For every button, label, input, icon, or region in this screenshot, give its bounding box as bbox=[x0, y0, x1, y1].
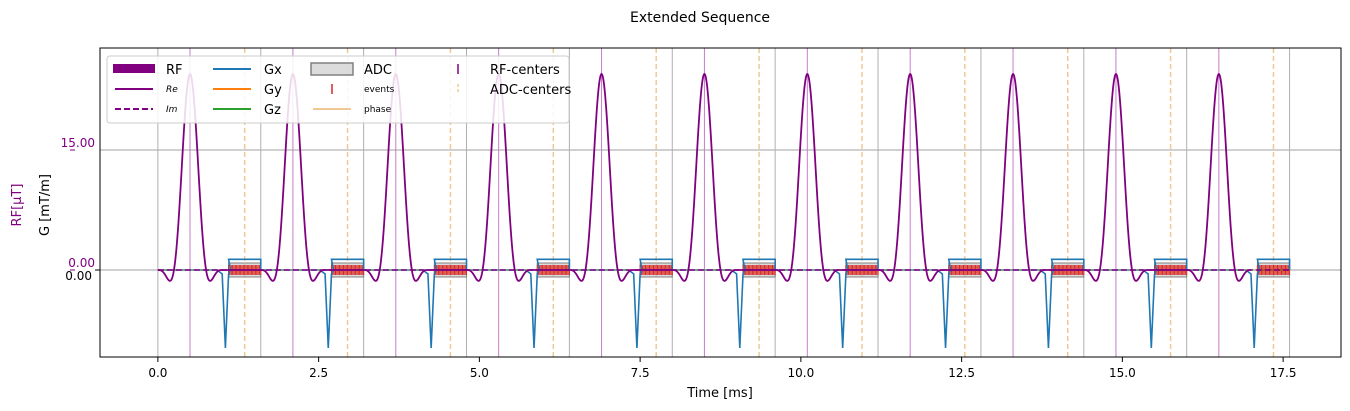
legend-label: Re bbox=[166, 85, 178, 95]
x-tick-label: 2.5 bbox=[309, 366, 328, 380]
legend-swatch bbox=[113, 64, 155, 73]
g-tick-label: 0.00 bbox=[65, 269, 92, 283]
legend-entry: RF bbox=[113, 63, 183, 78]
rf-axis-label: RF[μT] bbox=[10, 184, 25, 227]
legend-entry: RF-centers bbox=[457, 63, 560, 78]
x-tick-label: 12.5 bbox=[948, 366, 975, 380]
legend-label: phase bbox=[364, 105, 392, 115]
legend-entry: Gx bbox=[213, 63, 282, 78]
x-tick-label: 0.0 bbox=[148, 366, 167, 380]
legend-label: ADC-centers bbox=[490, 83, 571, 98]
x-tick-label: 15.0 bbox=[1109, 366, 1136, 380]
axes: 0.0 2.5 5.0 7.5 10.0 12.5 15.0 17.5 0.00 15.00 0.0… bbox=[61, 47, 1342, 380]
legend-label: Im bbox=[166, 105, 178, 115]
legend-label: Gz bbox=[264, 103, 281, 118]
legend-swatch bbox=[310, 62, 354, 76]
x-tick-label: 10.0 bbox=[788, 366, 815, 380]
rf-tick-label: 15.00 bbox=[61, 136, 95, 150]
legend-label: events bbox=[364, 85, 395, 95]
g-axis-label: G [mT/m] bbox=[38, 174, 53, 236]
legend-box bbox=[106, 55, 570, 124]
legend-entry: phase bbox=[313, 105, 392, 115]
legend-label: RF bbox=[166, 63, 183, 78]
legend-label: ADC bbox=[364, 63, 392, 78]
legend-entry: ADC-centers bbox=[457, 83, 571, 98]
rf-re-series bbox=[157, 72, 1251, 282]
legend-entry: Gz bbox=[213, 103, 281, 118]
legend-entry: Re bbox=[115, 85, 178, 95]
legend-entry: events bbox=[331, 84, 395, 95]
x-axis-label: Time [ms] bbox=[686, 386, 753, 401]
legend-entry: Im bbox=[115, 105, 178, 115]
rf-tick-label: 0.00 bbox=[68, 256, 95, 270]
legend-label: RF-centers bbox=[490, 63, 560, 78]
plot-frame bbox=[99, 47, 1342, 358]
x-tick-label: 7.5 bbox=[631, 366, 650, 380]
legend-label: Gx bbox=[264, 63, 282, 78]
legend-entry: ADC bbox=[310, 62, 392, 78]
plot-area bbox=[100, 48, 1341, 357]
legend-label: Gy bbox=[264, 83, 282, 98]
x-tick-label: 17.5 bbox=[1270, 366, 1297, 380]
gx-series bbox=[157, 258, 1291, 349]
chart-title: Extended Sequence bbox=[630, 10, 770, 26]
x-tick-label: 5.0 bbox=[470, 366, 489, 380]
legend: RF Re Im Gx Gy Gz ADC events phase RF-centers ADC-… bbox=[106, 55, 571, 124]
legend-entry: Gy bbox=[213, 83, 282, 98]
